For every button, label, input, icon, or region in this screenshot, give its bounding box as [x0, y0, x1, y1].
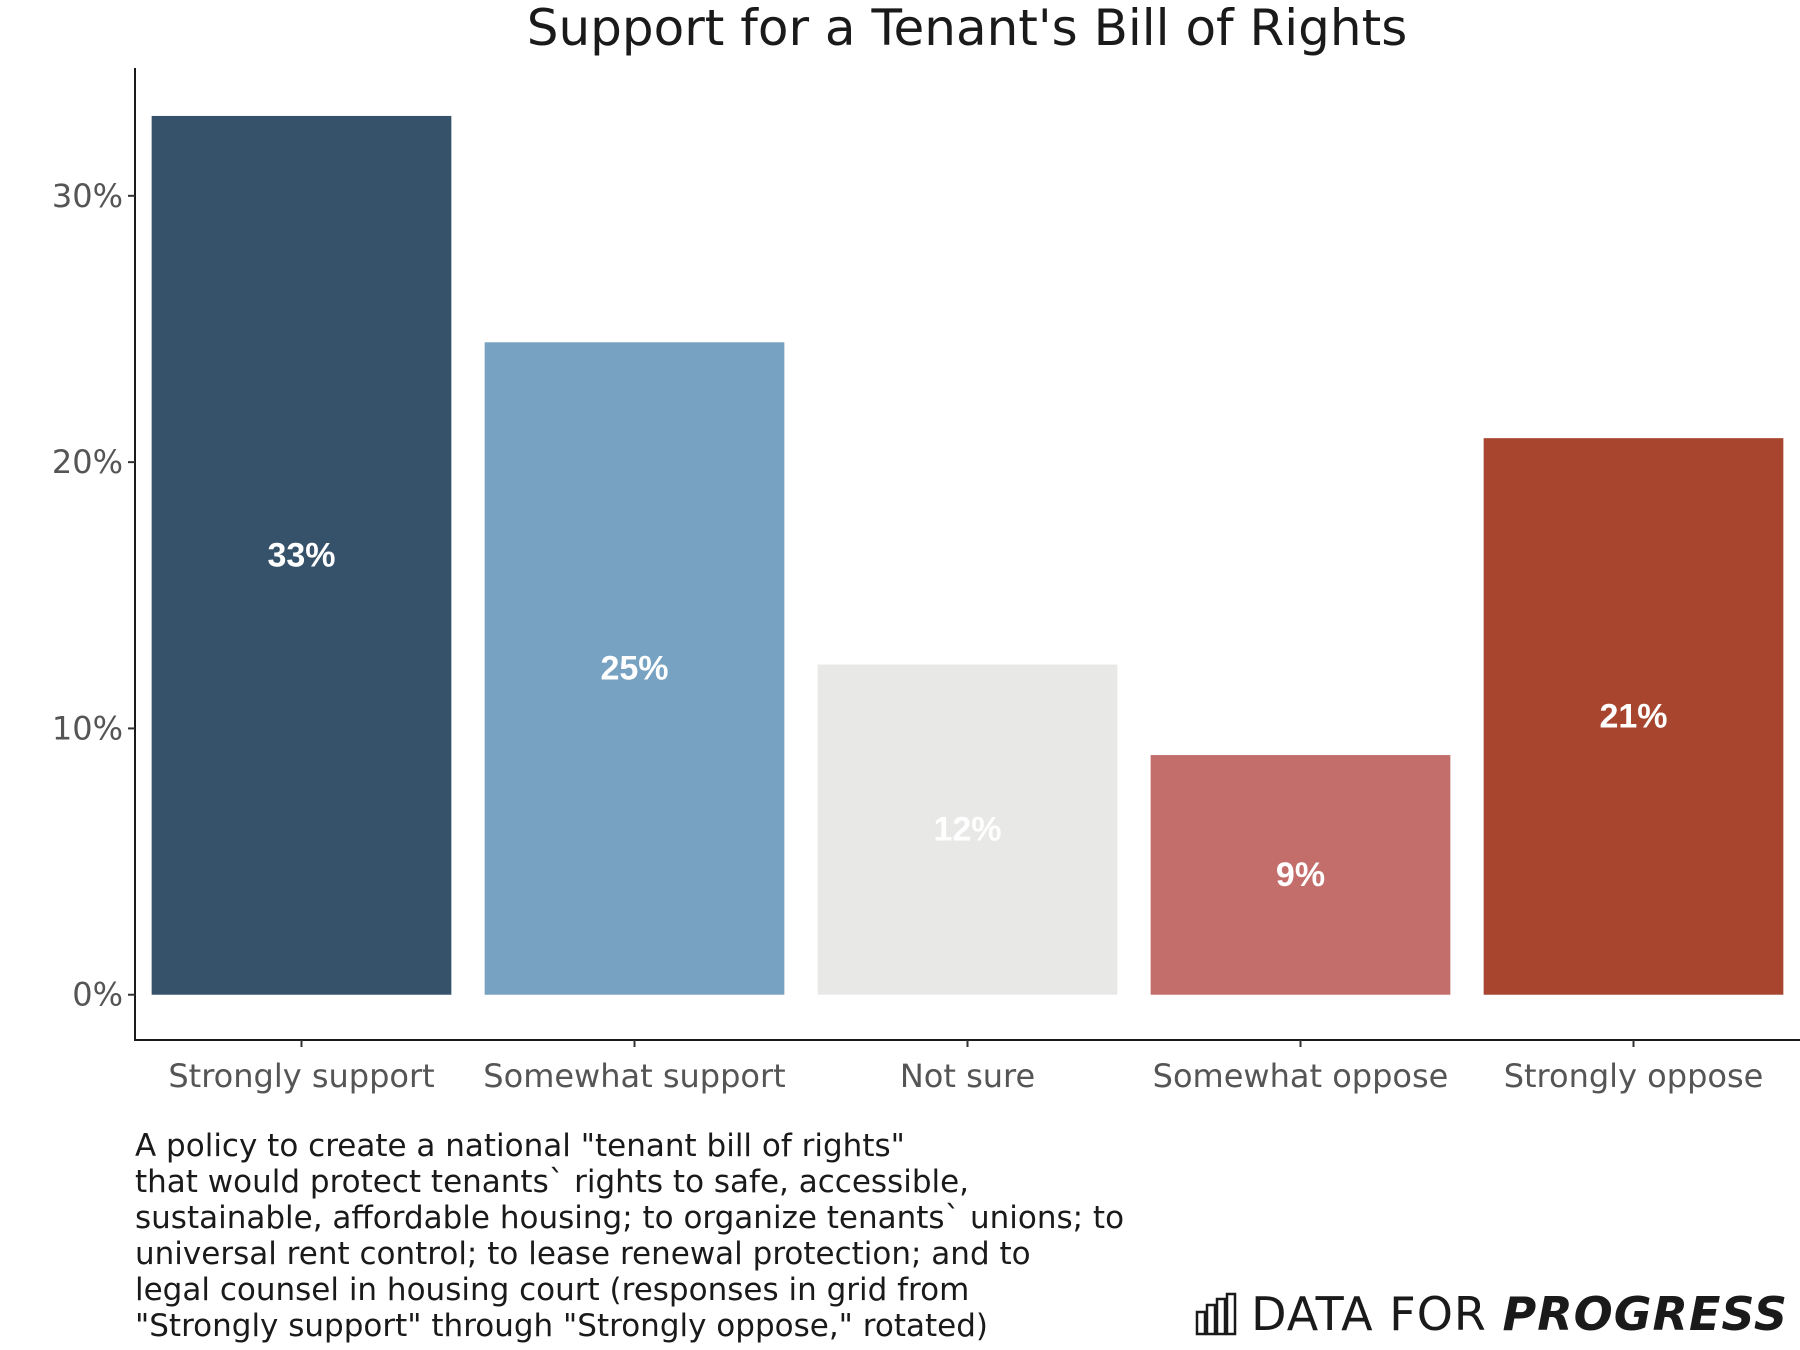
caption-line: legal counsel in housing court (response… — [135, 1272, 970, 1308]
y-axis-ticks: 0% 10% 20% 30% — [52, 177, 135, 1014]
x-tick-label: Somewhat oppose — [1153, 1057, 1449, 1095]
y-tick-label: 10% — [52, 709, 123, 747]
x-tick-label: Strongly support — [168, 1057, 434, 1095]
data-for-progress-logo: DATA FOR PROGRESS — [1195, 1284, 1788, 1344]
caption-line: sustainable, affordable housing; to orga… — [135, 1200, 1125, 1236]
x-tick-label: Not sure — [900, 1057, 1035, 1095]
bar-not-sure — [817, 664, 1118, 995]
bar-strongly-oppose — [1483, 438, 1784, 995]
x-axis-ticks: Strongly support Somewhat support Not sure… — [168, 1040, 1763, 1095]
data-label: 12% — [933, 811, 1001, 849]
bar-strongly-support — [151, 115, 452, 995]
data-label: 25% — [600, 650, 668, 688]
chart-title: Support for a Tenant's Bill of Rights — [527, 0, 1408, 57]
brand-name: DATA FOR PROGRESS — [1251, 1287, 1788, 1341]
bar-chart-logo-icon — [1195, 1292, 1237, 1336]
data-label: 9% — [1276, 856, 1325, 894]
brand-name-bold: PROGRESS — [1502, 1287, 1788, 1341]
data-label: 21% — [1599, 697, 1667, 735]
x-tick-label: Strongly oppose — [1504, 1057, 1764, 1095]
data-label: 33% — [267, 536, 335, 574]
caption-line: A policy to create a national "tenant bi… — [135, 1128, 905, 1164]
y-tick-label: 0% — [72, 976, 123, 1014]
caption-line: "Strongly support" through "Strongly opp… — [135, 1308, 988, 1344]
caption-line: that would protect tenants` rights to sa… — [135, 1164, 970, 1200]
y-tick-label: 30% — [52, 177, 123, 215]
data-labels: 33% 25% 12% 9% 21% — [267, 536, 1667, 894]
brand-name-regular: DATA FOR — [1251, 1287, 1503, 1341]
x-tick-label: Somewhat support — [483, 1057, 785, 1095]
bar-somewhat-support — [484, 342, 785, 995]
chart-caption: A policy to create a national "tenant bi… — [135, 1128, 1235, 1344]
caption-line: universal rent control; to lease renewal… — [135, 1236, 1031, 1272]
bar-somewhat-oppose — [1150, 755, 1451, 995]
bars — [151, 115, 1784, 995]
y-tick-label: 20% — [52, 443, 123, 481]
